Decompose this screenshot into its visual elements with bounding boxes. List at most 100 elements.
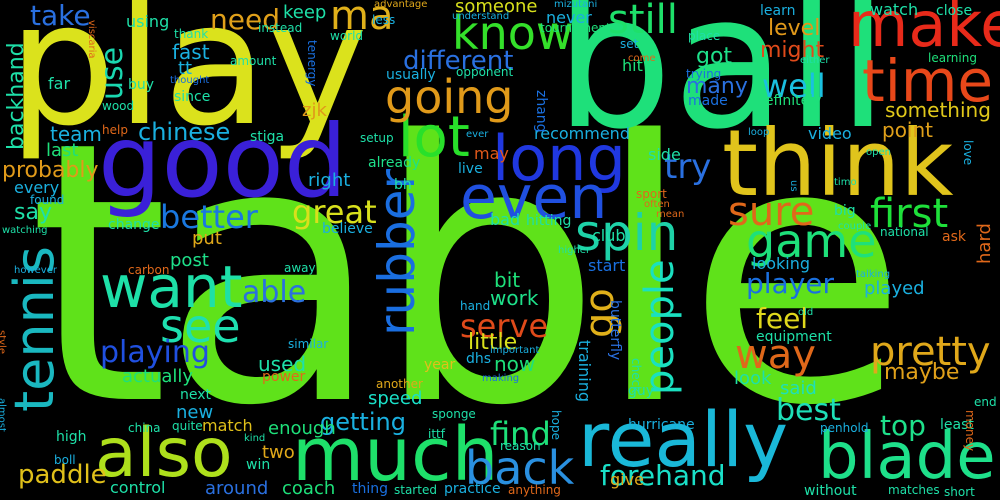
- word-bh: bh: [394, 177, 412, 193]
- word-away: away: [284, 261, 316, 275]
- word-change: change: [108, 217, 160, 233]
- word-advantage: advantage: [374, 0, 428, 10]
- word-least: least: [940, 417, 974, 433]
- word-carbon: carbon: [128, 263, 170, 277]
- word-put: put: [192, 228, 222, 249]
- word-bad: bad: [490, 210, 521, 229]
- word-play: play: [8, 0, 368, 164]
- word-two: two: [262, 442, 295, 463]
- word-player: player: [746, 267, 835, 300]
- word-match: match: [202, 416, 253, 435]
- word-matches: matches: [888, 483, 940, 497]
- word-found: found: [30, 193, 65, 207]
- word-tournament: tournament: [540, 21, 611, 35]
- word-post: post: [170, 250, 209, 271]
- word-team: team: [50, 122, 102, 146]
- word-work: work: [490, 286, 539, 310]
- word-without: without: [804, 483, 857, 499]
- word-many: many: [686, 74, 748, 99]
- word-table: table: [28, 65, 908, 484]
- word-something: something: [885, 98, 991, 122]
- word-power: power: [262, 369, 306, 385]
- word-make: make: [848, 0, 1000, 61]
- word-zhang: zhang: [533, 90, 549, 133]
- word-next: next: [180, 387, 212, 403]
- word-speed: speed: [368, 388, 423, 409]
- word-used: used: [258, 352, 307, 376]
- word-end: end: [974, 395, 997, 409]
- word-long: long: [492, 122, 626, 195]
- word-definitely: definitely: [756, 93, 822, 109]
- word-people: people: [637, 259, 683, 395]
- word-might: might: [760, 38, 825, 63]
- word-start: start: [588, 256, 626, 275]
- word-enough: enough: [268, 418, 336, 439]
- word-loop: loop: [748, 127, 770, 138]
- word-come: come: [628, 53, 656, 64]
- word-less: less: [372, 13, 396, 27]
- word-ask: ask: [942, 229, 966, 245]
- word-made: made: [688, 93, 728, 109]
- word-last: last: [46, 140, 79, 161]
- word-see: see: [160, 299, 241, 353]
- word-couple: couple: [838, 221, 872, 232]
- word-guy: guy: [628, 383, 655, 399]
- word-need: need: [210, 3, 280, 36]
- word-setup: setup: [360, 131, 394, 145]
- word-every: every: [14, 178, 60, 197]
- word-first: first: [870, 191, 949, 237]
- word-way: way: [735, 332, 816, 378]
- word-buy: buy: [128, 77, 155, 93]
- word-similar: similar: [288, 337, 329, 351]
- word-learning: learning: [928, 51, 977, 65]
- word-use: use: [95, 46, 130, 100]
- word-china: china: [128, 421, 161, 435]
- word-never: never: [546, 8, 592, 27]
- word-hurricane: hurricane: [628, 417, 695, 433]
- word-trying: trying: [686, 67, 722, 81]
- word-different: different: [403, 46, 514, 76]
- word-however: however: [14, 265, 57, 276]
- word-making: making: [482, 373, 520, 384]
- word-sport: sport: [636, 187, 667, 201]
- word-recommend: recommend: [534, 124, 630, 143]
- word-new: new: [176, 402, 214, 423]
- word-rubber: rubber: [368, 168, 426, 336]
- word-live: live: [458, 161, 483, 177]
- word-anything: anything: [508, 483, 561, 497]
- word-hard: hard: [974, 223, 995, 264]
- word-world: world: [330, 29, 364, 43]
- word-ball: ball: [555, 0, 889, 170]
- word-feel: feel: [756, 302, 809, 335]
- word-chinese: chinese: [138, 118, 231, 146]
- word-usually: usually: [386, 67, 436, 83]
- word-tenergy: tenergy: [305, 40, 319, 87]
- word-already: already: [368, 155, 421, 171]
- word-getting: getting: [320, 408, 406, 436]
- word-sure: sure: [728, 189, 815, 235]
- word-well: well: [762, 67, 826, 105]
- word-stiga: stiga: [250, 129, 285, 145]
- word-really: really: [578, 395, 789, 484]
- word-hitting: hitting: [526, 213, 572, 229]
- word-game: game: [746, 214, 877, 268]
- word-using: using: [126, 12, 170, 31]
- word-bit: bit: [494, 268, 521, 292]
- word-either: either: [800, 55, 830, 66]
- word-hope: hope: [549, 410, 563, 440]
- word-started: started: [394, 483, 437, 497]
- word-level: level: [768, 16, 821, 41]
- word-watching: watching: [2, 225, 48, 236]
- word-higher: higher: [558, 245, 591, 256]
- word-timo: timo: [834, 177, 857, 188]
- word-great: great: [292, 193, 377, 231]
- word-almost: almost: [0, 398, 7, 432]
- word-practice: practice: [444, 481, 501, 497]
- word-say: say: [14, 200, 52, 225]
- word-keep: keep: [283, 2, 327, 23]
- word-equipment: equipment: [756, 329, 832, 345]
- word-thought: thought: [170, 75, 210, 86]
- word-high: high: [56, 429, 87, 445]
- word-maybe: maybe: [884, 360, 960, 385]
